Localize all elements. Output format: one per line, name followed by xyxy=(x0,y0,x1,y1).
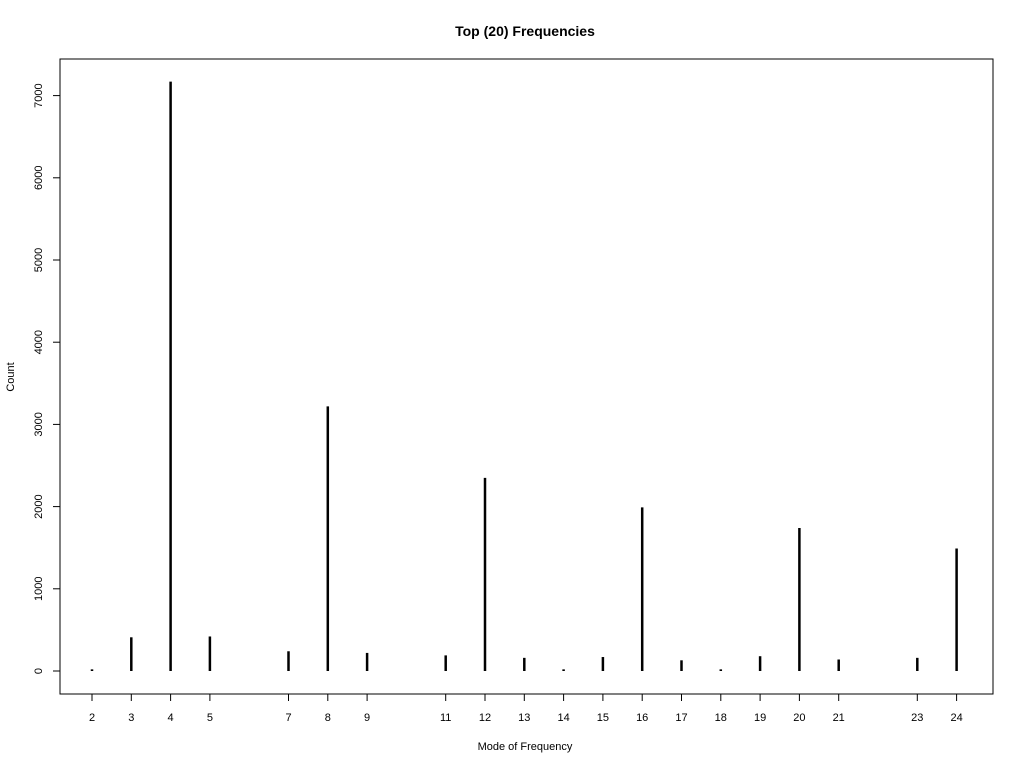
x-tick-label: 16 xyxy=(636,712,648,724)
x-tick-label: 24 xyxy=(950,712,962,724)
y-tick-label: 5000 xyxy=(33,248,45,272)
x-tick-label: 11 xyxy=(440,712,451,724)
x-tick-label: 17 xyxy=(675,712,687,724)
x-tick-label: 5 xyxy=(207,712,213,724)
y-tick-label: 1000 xyxy=(33,577,45,601)
chart-title: Top (20) Frequencies xyxy=(455,23,595,39)
x-tick-label: 7 xyxy=(285,712,291,724)
x-tick-label: 18 xyxy=(715,712,727,724)
x-tick-label: 4 xyxy=(168,712,174,724)
x-tick-label: 12 xyxy=(479,712,491,724)
plot-frame xyxy=(59,58,994,695)
x-axis: 2 3 4 5 7 8 9 11 12 13 14 15 16 17 18 19 20 21 23 24 xyxy=(89,693,963,724)
x-tick-label: 8 xyxy=(325,712,331,724)
bars-group xyxy=(90,81,958,671)
x-tick-label: 19 xyxy=(754,712,766,724)
x-axis-label: Mode of Frequency xyxy=(478,741,573,753)
y-tick-label: 7000 xyxy=(33,83,45,107)
x-tick-label: 13 xyxy=(518,712,530,724)
x-tick-label: 21 xyxy=(833,712,845,724)
x-tick-label: 3 xyxy=(128,712,134,724)
y-axis: 0 1000 2000 3000 4000 5000 6000 7000 xyxy=(33,83,61,674)
y-tick-label: 0 xyxy=(33,668,45,674)
x-tick-label: 20 xyxy=(793,712,805,724)
x-tick-label: 15 xyxy=(597,712,609,724)
x-tick-label: 23 xyxy=(911,712,923,724)
y-axis-label: Count xyxy=(5,362,17,391)
x-tick-label: 9 xyxy=(364,712,370,724)
y-tick-label: 3000 xyxy=(33,412,45,436)
y-tick-label: 4000 xyxy=(33,330,45,354)
y-tick-label: 6000 xyxy=(33,166,45,190)
y-tick-label: 2000 xyxy=(33,494,45,518)
x-tick-label: 14 xyxy=(557,712,569,724)
x-tick-label: 2 xyxy=(89,712,95,724)
